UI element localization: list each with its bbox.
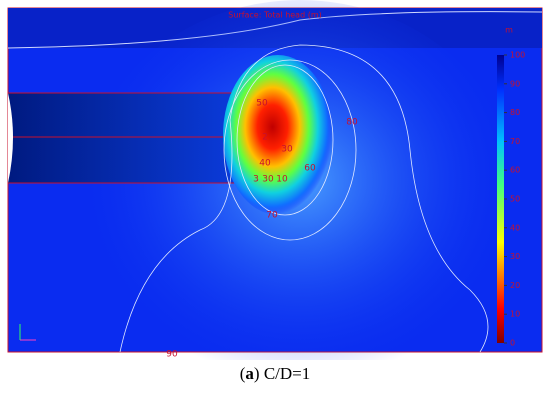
- colorbar-tick-label: 40: [510, 223, 520, 232]
- contour-label: 70: [266, 211, 278, 221]
- contour: [236, 64, 334, 216]
- contour-label: 90: [166, 350, 178, 360]
- colorbar-tick-label: 20: [510, 281, 520, 290]
- caption: (a) C/D=1: [0, 364, 550, 384]
- colorbar-tick-label: 100: [510, 51, 525, 60]
- tunnel-face: [8, 93, 13, 183]
- contour-label: 80: [346, 118, 358, 128]
- contour-label: 10: [276, 175, 288, 185]
- caption-open: (: [239, 364, 246, 383]
- caption-text: ) C/D=1: [253, 364, 311, 383]
- contour-label: 60: [304, 164, 316, 174]
- colorbar-tick-label: 80: [510, 108, 520, 117]
- colorbar-tick-label: 70: [510, 137, 520, 146]
- plot-title: Surface: Total head (m): [228, 11, 322, 20]
- contour-label: 40: [259, 159, 271, 169]
- contour-label: 3: [253, 175, 259, 185]
- contour-label: 50: [256, 99, 268, 109]
- colorbar-tick-label: 30: [510, 252, 520, 261]
- colorbar-tick-label: 0: [510, 339, 515, 348]
- colorbar-tick-label: 90: [510, 79, 520, 88]
- colorbar-tick-label: 50: [510, 195, 520, 204]
- colorbar-unit: m: [505, 26, 513, 35]
- contour-label: 30: [281, 145, 293, 155]
- colorbar-tick-label: 60: [510, 166, 520, 175]
- colorbar: [497, 55, 504, 343]
- caption-label: a: [245, 364, 254, 383]
- contour-label: 30: [262, 175, 274, 185]
- contour: [223, 59, 357, 241]
- head-field: [223, 55, 333, 215]
- contour: [119, 44, 489, 353]
- colorbar-tick-label: 10: [510, 310, 520, 319]
- plot: Surface: Total head (m) m 0 10 20 30 40 50 60 7…: [7, 0, 543, 360]
- contour-label: 2: [262, 133, 268, 143]
